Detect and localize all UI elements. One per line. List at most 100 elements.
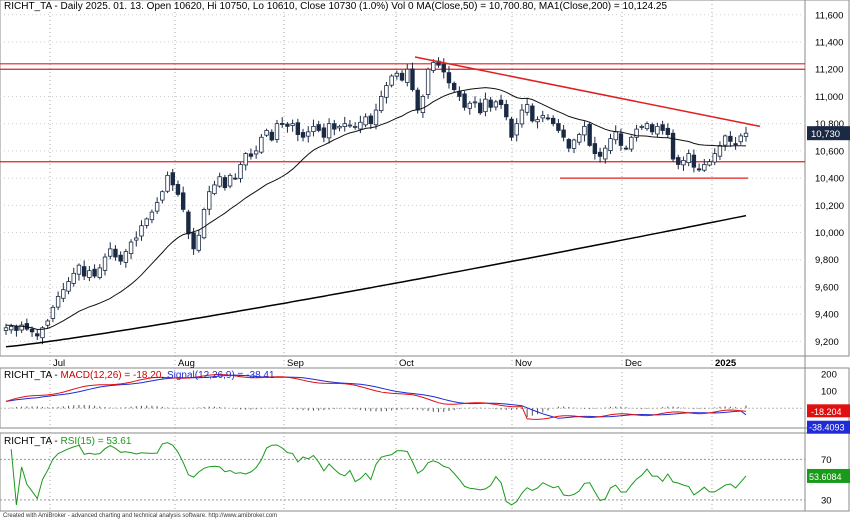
ma200-label: MA1(Close,200) = 10,124.25 <box>538 1 668 12</box>
candle-body <box>696 168 702 171</box>
candle-body <box>248 153 254 157</box>
candle-body <box>222 177 228 189</box>
signal-value-label: -38.4093 <box>809 423 845 433</box>
candle-body <box>431 62 436 71</box>
credit-text: Created with AmiBroker - advanced charti… <box>3 513 278 519</box>
candle-body <box>233 177 238 180</box>
candle-body <box>144 218 149 226</box>
candle-body <box>316 124 321 131</box>
candle-body <box>639 125 644 128</box>
candle-body <box>613 131 618 141</box>
rsi-symbol: RICHT_TA <box>4 436 52 447</box>
x-tick-label: Sep <box>287 358 304 369</box>
candle-body <box>587 123 592 146</box>
candle-body <box>285 123 290 127</box>
price-panel-header: RICHT_TA - Daily 2025. 01. 13. Open 1062… <box>4 1 668 12</box>
candle-body <box>321 127 327 138</box>
rsi-line <box>10 442 747 506</box>
candle-body <box>519 109 525 125</box>
candle-body <box>97 267 103 278</box>
candle-body <box>384 85 389 98</box>
candle-body <box>227 174 233 187</box>
candle-body <box>92 268 97 277</box>
candle-body <box>707 161 712 166</box>
price-tick-label: 10,400 <box>815 174 844 185</box>
candle-body <box>118 254 123 262</box>
candle-body <box>425 68 431 95</box>
candle-body <box>420 96 426 114</box>
candle-body <box>670 132 676 160</box>
price-tick-label: 10,200 <box>815 201 844 212</box>
candle-body <box>180 192 186 210</box>
candle-body <box>3 327 9 331</box>
macd-label: MACD(12,26) = -18.20 <box>60 370 162 381</box>
candle-body <box>571 139 577 149</box>
rsi-panel-frame <box>0 432 850 512</box>
macd-value-box <box>807 404 850 418</box>
candle-body <box>660 124 665 131</box>
candle-body <box>561 129 566 138</box>
candle-body <box>540 115 545 119</box>
price-tick-label: 9,400 <box>815 310 839 321</box>
rsi-tick-label: 30 <box>821 495 832 506</box>
candle-body <box>300 132 306 138</box>
candle-body <box>545 117 551 120</box>
last-price-box <box>807 126 850 141</box>
candle-body <box>514 123 519 136</box>
candle-body <box>368 115 373 125</box>
candle-body <box>311 125 316 132</box>
price-tick-label: 11,600 <box>815 10 843 21</box>
candle-body <box>170 172 175 186</box>
candle-body <box>87 270 92 278</box>
candle-body <box>649 124 655 133</box>
price-tick-label: 11,000 <box>815 92 843 103</box>
ma50-label: MA(Close,50) = 10,700.80 <box>416 1 534 12</box>
candle-body <box>467 102 473 109</box>
candle-body <box>550 117 556 125</box>
signal-value-box <box>807 420 850 434</box>
rsi-value-box <box>807 468 850 483</box>
candle-body <box>274 123 280 140</box>
candle-body <box>352 125 358 128</box>
candle-body <box>478 102 483 114</box>
macd-panel-header: RICHT_TA - MACD(12,26) = -18.20, Signal(… <box>4 370 275 381</box>
candle-body <box>566 139 572 149</box>
candle-body <box>290 123 295 126</box>
candle-body <box>14 325 19 331</box>
candle-body <box>238 164 243 180</box>
candle-body <box>733 143 738 146</box>
candle-body <box>509 118 514 138</box>
ma200-line <box>5 214 747 348</box>
candle-body <box>446 72 452 84</box>
candle-body <box>728 135 733 142</box>
candle-body <box>686 153 691 163</box>
candle-body <box>9 326 14 331</box>
price-tick-label: 10,600 <box>815 146 844 157</box>
candle-body <box>457 91 462 97</box>
last-price-label: 10,730 <box>811 129 840 140</box>
candle-body <box>175 184 181 195</box>
descending-trendline <box>414 56 761 128</box>
price-info: Daily 2025. 01. 13. Open 10620, Hi 10750… <box>60 1 414 12</box>
x-tick-label: Dec <box>625 358 642 369</box>
candle-body <box>279 123 285 125</box>
candle-body <box>108 248 113 257</box>
candle-body <box>498 99 504 106</box>
price-tick-label: 9,600 <box>815 282 839 293</box>
price-tick-label: 9,200 <box>815 337 839 348</box>
candle-body <box>259 136 264 153</box>
candle-body <box>582 125 587 136</box>
candle-body <box>717 145 723 157</box>
candle-body <box>264 130 269 136</box>
price-tick-label: 10,000 <box>815 228 844 239</box>
candle-body <box>55 296 61 308</box>
candle-body <box>493 101 499 108</box>
candle-body <box>722 135 728 146</box>
macd-tick-label: 100 <box>821 387 837 398</box>
candle-body <box>29 328 35 333</box>
ma50-line <box>5 87 747 331</box>
candle-body <box>623 147 629 150</box>
macd-symbol: RICHT_TA <box>4 370 52 381</box>
candle-body <box>102 256 108 271</box>
